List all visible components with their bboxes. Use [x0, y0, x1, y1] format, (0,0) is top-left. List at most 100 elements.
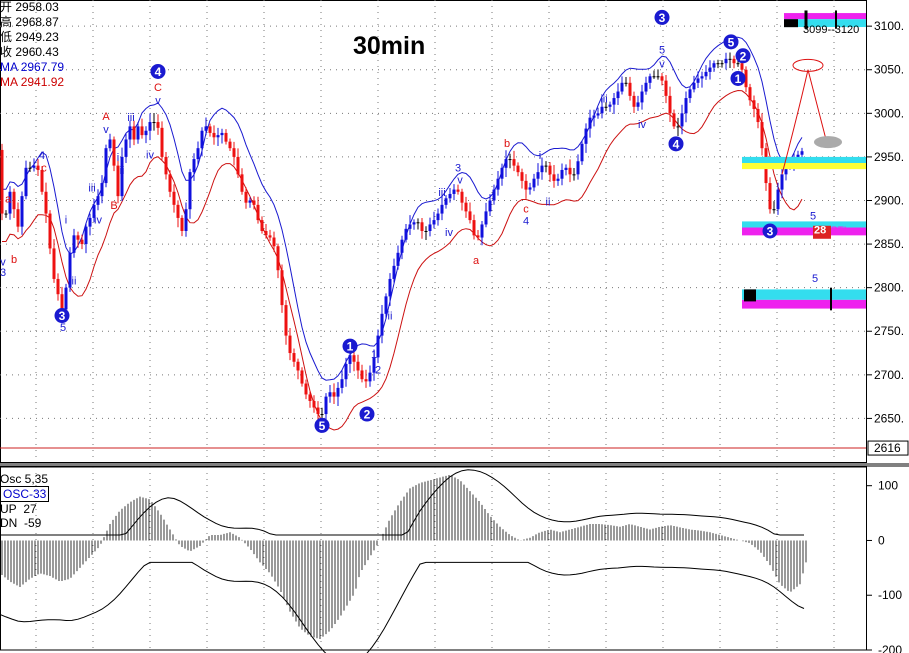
bar-body — [708, 67, 712, 72]
bar-body — [436, 213, 440, 221]
wave-label: a — [5, 194, 12, 206]
price-tick-label: 2850. — [874, 237, 904, 251]
bar-body — [328, 392, 332, 397]
bar-body — [300, 370, 304, 384]
close-value: 2960.43 — [15, 45, 59, 59]
zone-black-mark — [784, 19, 798, 28]
osc-tick-label: 0 — [878, 533, 885, 547]
bar-body — [320, 414, 324, 416]
bar-body — [692, 82, 696, 90]
bar-body — [116, 165, 120, 197]
bar-body — [420, 222, 424, 231]
bar-body — [620, 82, 624, 92]
open-row: 开 2958.03 — [0, 0, 64, 15]
bar-body — [480, 224, 484, 238]
wave-label: 4 — [523, 216, 529, 228]
bar-body — [344, 363, 348, 380]
bar-body — [660, 76, 664, 81]
bar-body — [68, 252, 72, 288]
ma-slow-value: 2941.92 — [20, 75, 65, 89]
bar-body — [720, 63, 724, 65]
wave-label: a — [473, 255, 480, 267]
bar-body — [760, 122, 764, 149]
bar-body — [416, 222, 420, 224]
osc-tick-label: -100 — [878, 588, 902, 602]
bar-body — [40, 169, 44, 192]
bar-body — [728, 58, 732, 60]
bar-body — [556, 178, 560, 181]
bar-body — [652, 76, 656, 78]
wave-label: b — [11, 254, 17, 266]
bar-body — [756, 108, 760, 123]
bar-body — [44, 191, 48, 214]
wave-label: 1 — [371, 349, 377, 361]
bar-body — [444, 198, 448, 205]
bar-body — [104, 148, 108, 184]
price-tick-label: 2800. — [874, 281, 904, 295]
zone-cyan-mid — [742, 156, 866, 164]
wave-label: c — [523, 203, 529, 215]
wave-circle-label: 1 — [735, 72, 742, 86]
bar-body — [604, 106, 608, 108]
bar-body — [476, 235, 480, 238]
wave-label: i — [539, 150, 541, 162]
bar-body — [656, 76, 660, 78]
bar-body — [504, 159, 508, 168]
bar-body — [152, 122, 156, 124]
wave-circle-label: 5 — [319, 419, 326, 433]
bar-body — [64, 287, 68, 310]
zone-magenta-low — [742, 227, 866, 236]
bar-body — [256, 204, 260, 221]
bar-body — [772, 209, 776, 211]
bar-body — [340, 379, 344, 388]
bar-body — [440, 204, 444, 214]
wave-label: v — [103, 124, 109, 136]
price-tick-label: 2950. — [874, 150, 904, 164]
bar-body — [396, 252, 400, 266]
bar-body — [452, 189, 456, 194]
bar-body — [484, 211, 488, 225]
bar-body — [264, 231, 268, 236]
bar-body — [360, 370, 364, 380]
bar-body — [432, 220, 436, 225]
bar-body — [212, 132, 216, 138]
zone-cyan-top — [784, 19, 866, 28]
bar-body — [132, 126, 136, 140]
zone-black-mark — [744, 289, 756, 302]
bar-body — [368, 372, 372, 382]
bar-body — [612, 98, 616, 105]
bar-body — [100, 183, 104, 197]
bar-body — [748, 87, 752, 101]
bar-body — [372, 357, 376, 373]
price-tick-label: 2900. — [874, 193, 904, 207]
bar-body — [164, 156, 168, 175]
bar-body — [296, 361, 300, 371]
wave-circle — [735, 48, 751, 64]
bar-body — [172, 191, 176, 205]
bar-body — [408, 224, 412, 229]
bar-body — [704, 71, 708, 77]
wave-label: v — [0, 257, 6, 269]
bar-body — [460, 191, 464, 203]
bar-body — [600, 106, 604, 114]
bar-body — [56, 278, 60, 295]
bar-body — [240, 174, 244, 192]
bar-body — [224, 132, 228, 142]
bar-body — [488, 200, 492, 212]
wave-labels: 34512345213ACBabcabcv34iiiiiiiv5viiiiiii… — [0, 9, 818, 433]
wave-label: iv — [146, 149, 154, 161]
bar-body — [424, 231, 428, 232]
bar-body — [228, 141, 232, 149]
bar-body — [32, 165, 36, 168]
bar-body — [724, 58, 728, 64]
zone-yellow-mid — [742, 163, 866, 170]
bar-body — [740, 63, 744, 70]
bar-body — [216, 135, 220, 138]
wave-label: 5 — [60, 322, 66, 334]
projection-ellipse — [792, 58, 824, 72]
wave-label: ii — [72, 276, 77, 288]
bar-body — [0, 149, 4, 214]
low-label: 低 — [0, 30, 13, 44]
bar-body — [448, 193, 452, 199]
close-label: 收 — [0, 45, 13, 59]
